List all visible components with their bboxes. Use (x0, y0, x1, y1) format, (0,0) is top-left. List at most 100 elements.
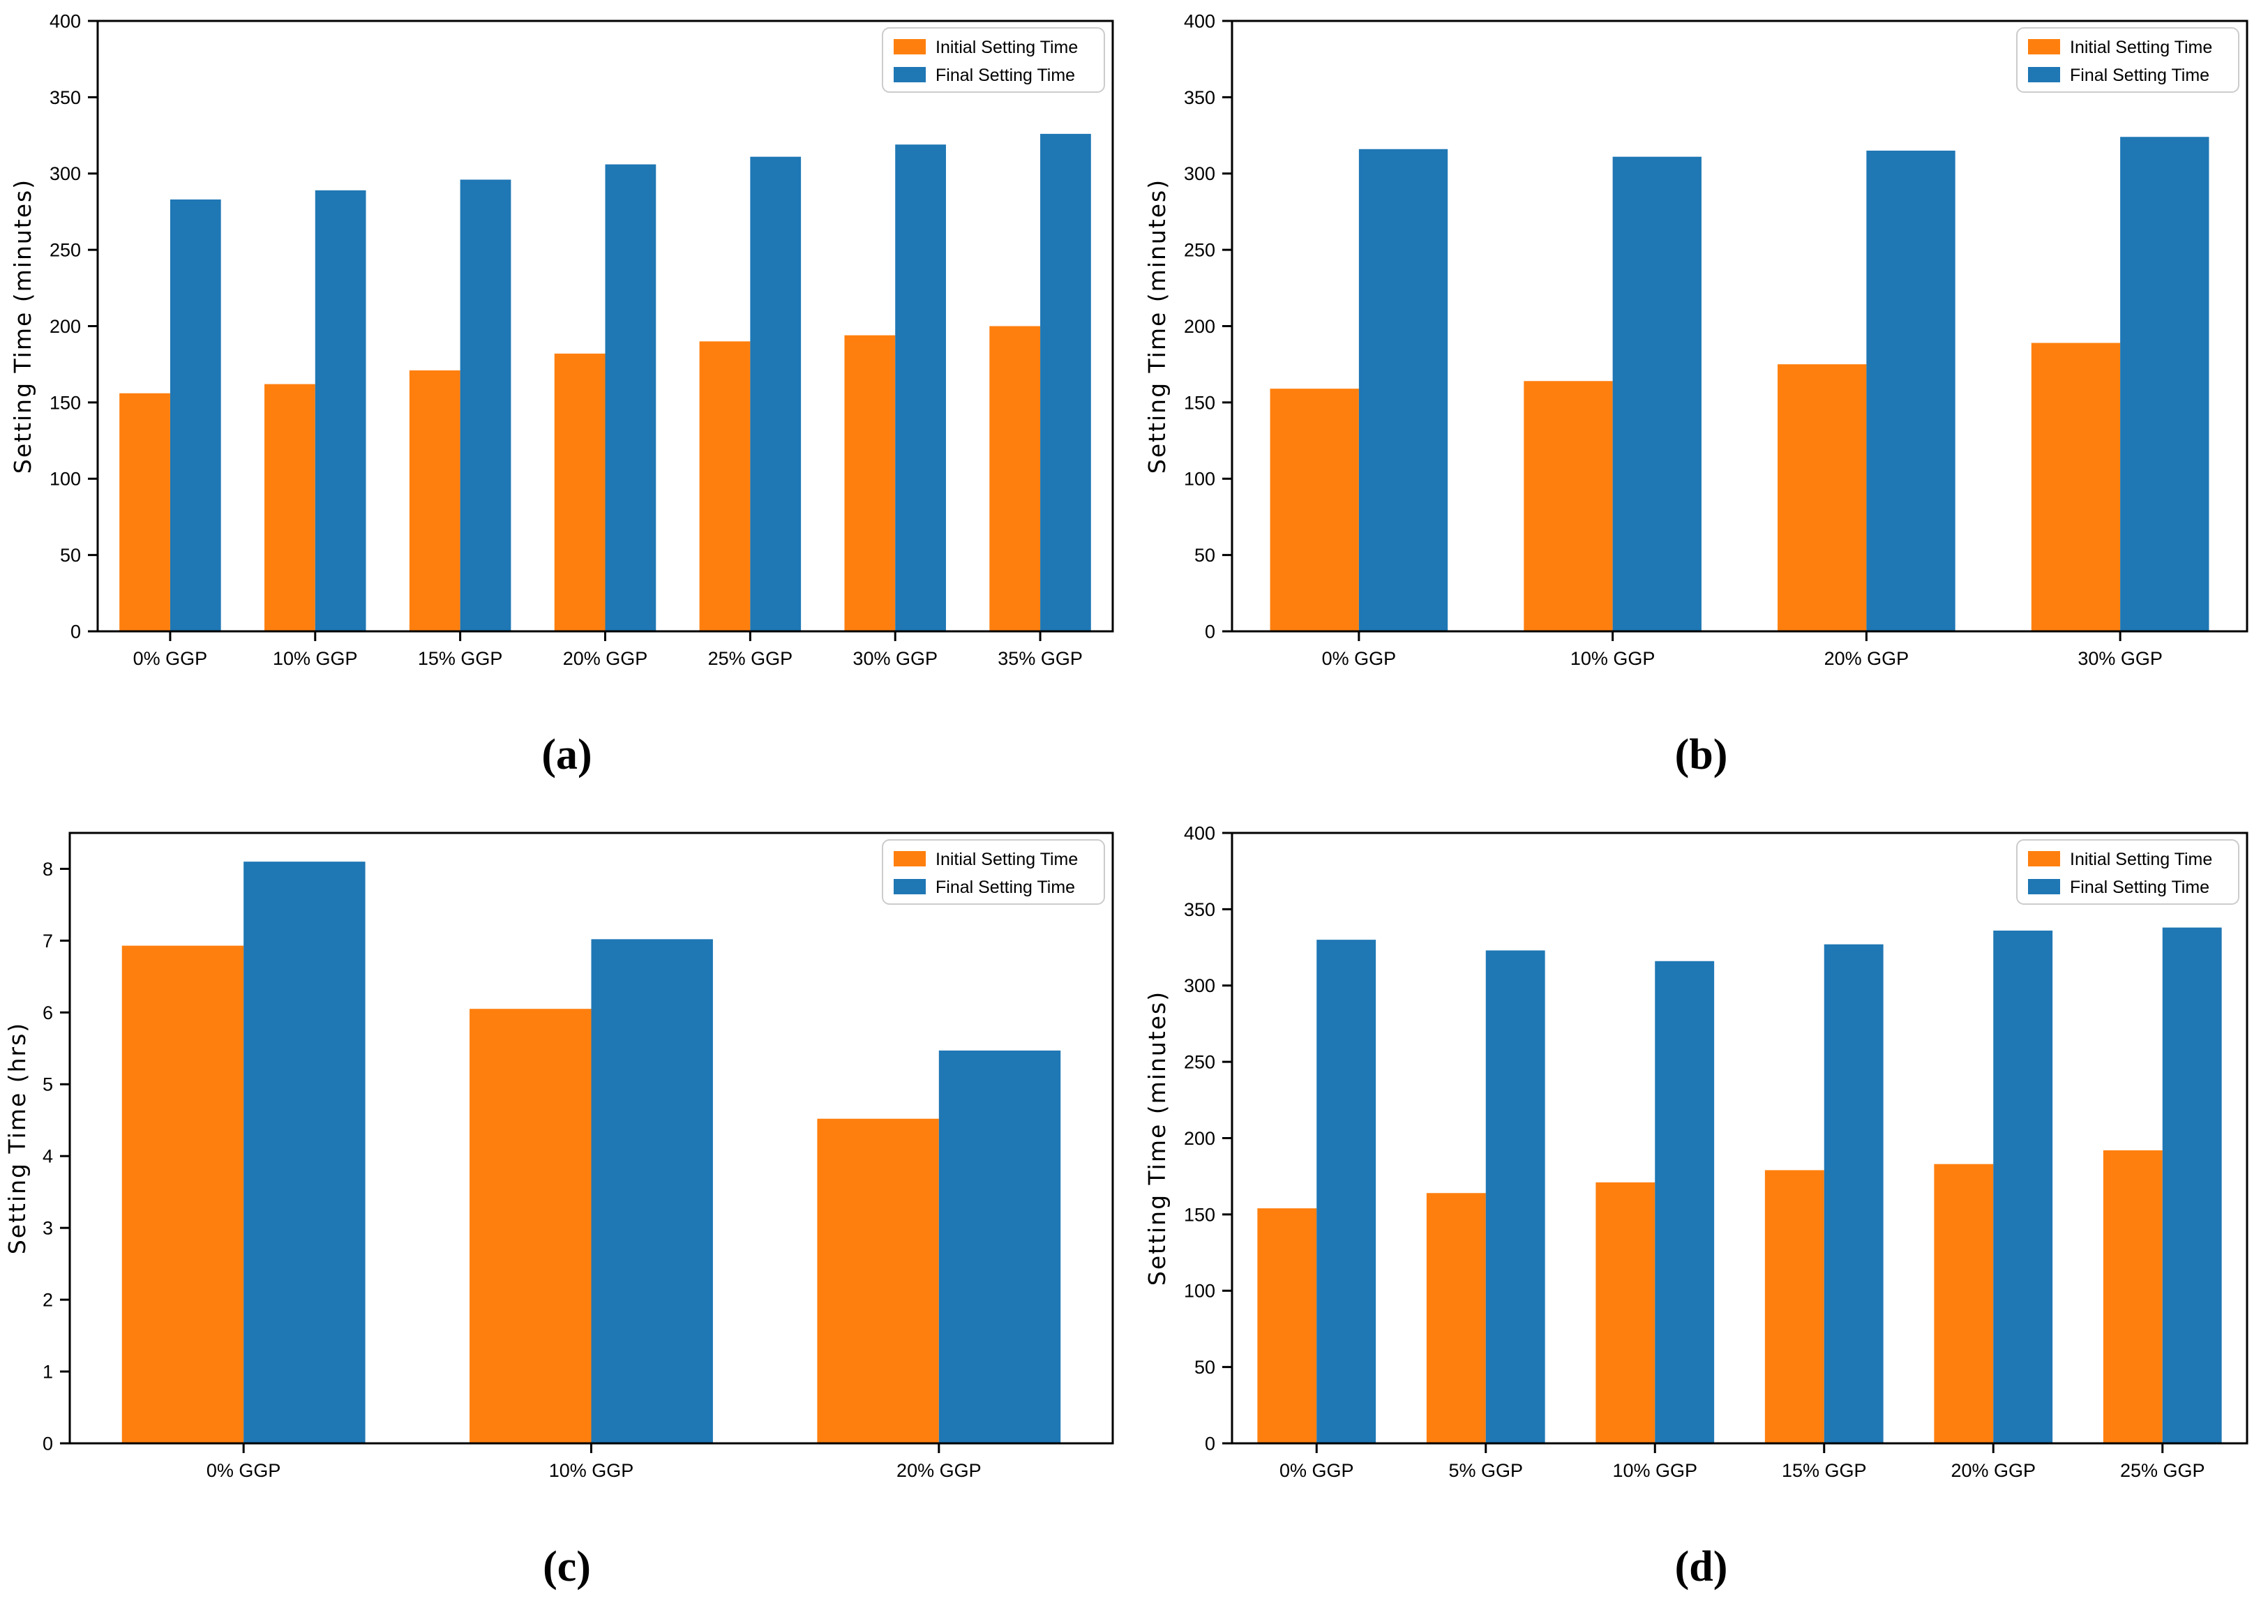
y-tick-label: 0 (70, 621, 81, 642)
y-tick-label: 4 (43, 1146, 53, 1167)
bar-initial-4 (1934, 1164, 1994, 1443)
legend-swatch-final (2028, 879, 2060, 894)
legend-swatch-initial (2028, 851, 2060, 866)
y-axis-label: Setting Time (minutes) (1143, 179, 1171, 474)
legend-label-final: Final Setting Time (936, 66, 1075, 85)
legend-swatch-final (894, 67, 926, 82)
legend-label-initial: Initial Setting Time (2070, 38, 2212, 57)
bar-final-2 (938, 1050, 1061, 1443)
y-tick-label: 350 (50, 87, 81, 108)
bar-initial-3 (554, 353, 606, 631)
y-tick-label: 150 (1184, 1204, 1215, 1225)
y-tick-label: 400 (1184, 10, 1215, 31)
x-tick-label: 20% GGP (896, 1460, 982, 1481)
legend-swatch-final (894, 879, 926, 894)
bar-final-3 (605, 164, 656, 631)
y-tick-label: 250 (1184, 1052, 1215, 1073)
y-tick-label: 6 (43, 1002, 53, 1023)
y-tick-label: 50 (1194, 545, 1215, 566)
y-tick-label: 150 (1184, 392, 1215, 413)
y-tick-label: 0 (1205, 621, 1215, 642)
y-tick-label: 350 (1184, 87, 1215, 108)
y-tick-label: 50 (60, 545, 81, 566)
legend-label-initial: Initial Setting Time (2070, 850, 2212, 869)
x-tick-label: 10% GGP (273, 648, 358, 669)
y-tick-label: 150 (50, 392, 81, 413)
chart-d-canvas: 0 50 100 150 200 250 300 350 400 0% GGP 5% GGP 10% … (1143, 822, 2248, 1481)
y-tick-label: 0 (43, 1433, 53, 1454)
y-tick-label: 300 (1184, 163, 1215, 184)
legend-box (2016, 839, 2239, 905)
y-tick-label: 200 (50, 316, 81, 337)
x-tick-label: 35% GGP (998, 648, 1083, 669)
legend-label-initial: Initial Setting Time (936, 850, 1078, 869)
y-tick-label: 300 (50, 163, 81, 184)
bar-final-3 (1824, 944, 1884, 1443)
chart-c-canvas: 0 1 2 3 4 5 6 7 8 0% GGP 10% GGP 20% GGP Setting Tim… (3, 832, 1114, 1481)
y-tick-label: 250 (50, 240, 81, 261)
bar-final-4 (750, 156, 802, 631)
x-tick-label: 0% GGP (206, 1460, 281, 1481)
y-tick-label: 200 (1184, 316, 1215, 337)
y-tick-label: 5 (43, 1074, 53, 1095)
bar-initial-2 (1778, 364, 1867, 631)
bar-initial-0 (121, 945, 244, 1443)
figure-c: 0 1 2 3 4 5 6 7 8 0% GGP 10% GGP 20% GGP Setting Tim… (0, 812, 1134, 1624)
bar-final-0 (243, 862, 366, 1443)
figure-d: 0 50 100 150 200 250 300 350 400 0% GGP 5% GGP 10% … (1134, 812, 2268, 1624)
bar-initial-2 (409, 370, 460, 631)
x-tick-label: 15% GGP (418, 648, 503, 669)
caption-c: (c) (543, 1542, 591, 1591)
y-tick-label: 300 (1184, 975, 1215, 996)
y-tick-label: 400 (1184, 822, 1215, 843)
y-tick-label: 250 (1184, 240, 1215, 261)
bar-final-0 (1358, 149, 1448, 631)
x-tick-label: 0% GGP (1322, 648, 1397, 669)
bar-final-2 (460, 179, 511, 631)
y-tick-label: 100 (50, 469, 81, 490)
x-tick-label: 0% GGP (133, 648, 208, 669)
bar-initial-5 (844, 335, 896, 631)
x-tick-label: 25% GGP (708, 648, 793, 669)
bar-final-0 (170, 199, 221, 631)
bar-initial-3 (1764, 1170, 1824, 1443)
y-tick-label: 2 (43, 1290, 53, 1311)
bar-initial-2 (1595, 1182, 1655, 1443)
bar-initial-2 (817, 1118, 939, 1443)
bar-final-2 (1866, 150, 1955, 631)
bar-initial-0 (1257, 1208, 1317, 1443)
legend-swatch-initial (894, 39, 926, 54)
y-tick-label: 3 (43, 1218, 53, 1239)
x-tick-label: 20% GGP (563, 648, 648, 669)
legend-swatch-initial (2028, 39, 2060, 54)
caption-d: (d) (1674, 1542, 1728, 1591)
bar-initial-3 (2031, 343, 2121, 631)
y-tick-label: 100 (1184, 1281, 1215, 1302)
bar-final-1 (315, 190, 366, 631)
y-axis-label: Setting Time (hrs) (3, 1022, 31, 1254)
y-axis-label: Setting Time (minutes) (9, 179, 36, 474)
x-tick-label: 30% GGP (2078, 648, 2163, 669)
legend-box (882, 839, 1105, 905)
bar-final-3 (2120, 137, 2209, 631)
legend-label-initial: Initial Setting Time (936, 38, 1078, 57)
y-tick-label: 8 (43, 859, 53, 880)
bar-initial-1 (264, 384, 315, 631)
y-tick-label: 400 (50, 10, 81, 31)
legend-label-final: Final Setting Time (2070, 66, 2209, 85)
legend-swatch-final (2028, 67, 2060, 82)
x-tick-label: 0% GGP (1279, 1460, 1354, 1481)
y-tick-label: 0 (1205, 1433, 1215, 1454)
x-tick-label: 10% GGP (549, 1460, 634, 1481)
bar-final-5 (2162, 927, 2222, 1443)
y-axis-label: Setting Time (minutes) (1143, 991, 1171, 1286)
bar-final-4 (1993, 931, 2053, 1443)
legend-swatch-initial (894, 851, 926, 866)
bar-initial-5 (2103, 1150, 2163, 1443)
bar-final-2 (1655, 961, 1715, 1443)
x-tick-label: 10% GGP (1612, 1460, 1697, 1481)
bar-initial-1 (1524, 381, 1613, 631)
bar-final-0 (1316, 940, 1376, 1443)
x-tick-label: 15% GGP (1782, 1460, 1867, 1481)
